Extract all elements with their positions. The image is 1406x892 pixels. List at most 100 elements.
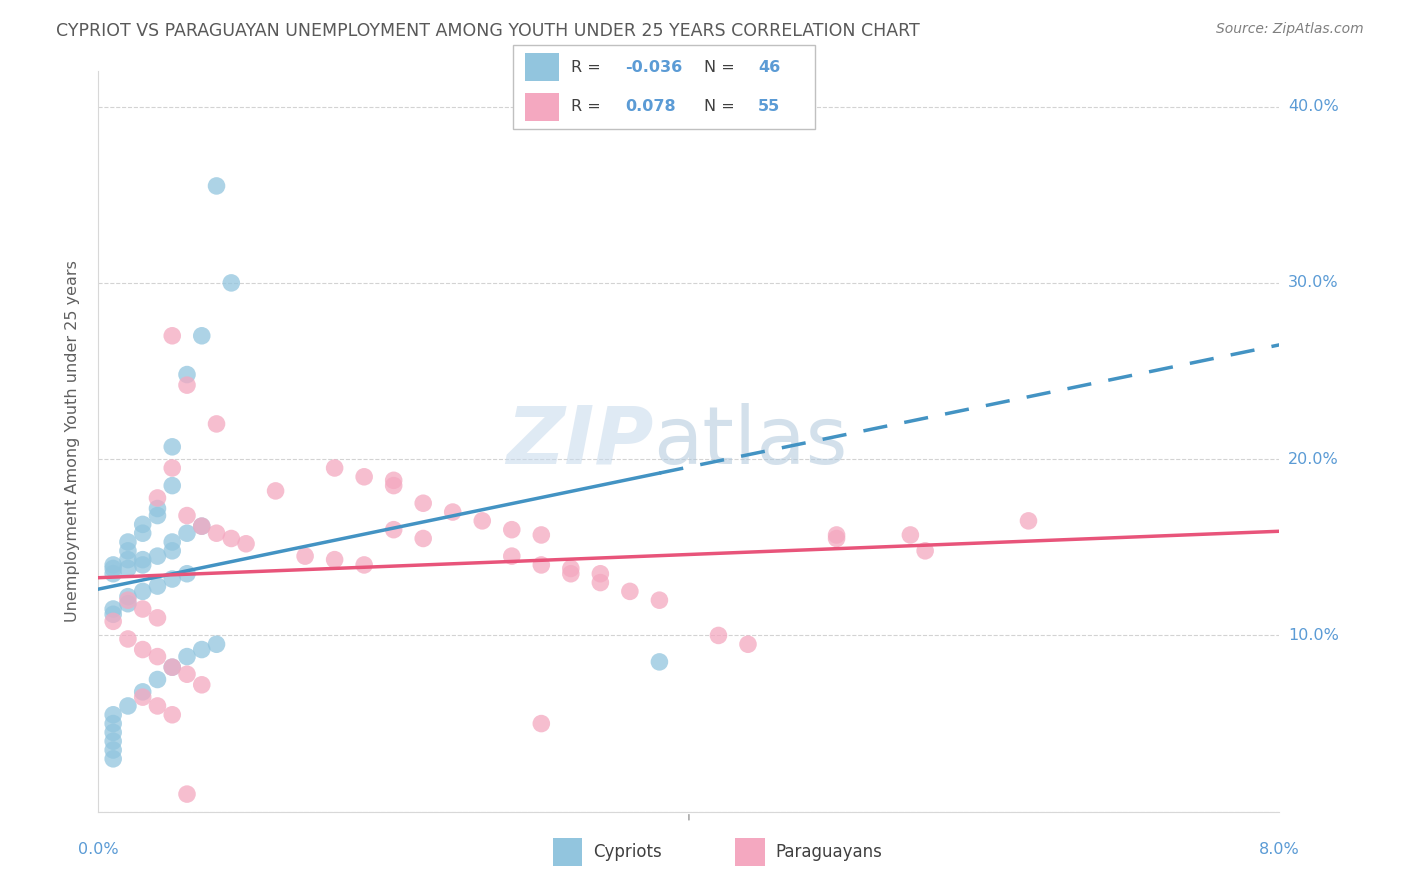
Point (353, 470, 375, 484)
Point (146, 649, 169, 664)
Point (162, 478, 183, 492)
Point (146, 549, 169, 563)
Point (103, 561, 125, 575)
Point (162, 660, 183, 674)
Point (589, 575, 612, 590)
Point (737, 637, 759, 651)
Text: N =: N = (703, 99, 740, 114)
Point (117, 552, 139, 566)
Point (117, 593, 139, 607)
Text: R =: R = (571, 99, 610, 114)
Point (132, 685, 155, 699)
Text: 0.0%: 0.0% (79, 842, 118, 857)
Text: -0.036: -0.036 (626, 60, 682, 75)
Point (825, 528, 848, 542)
Point (221, 532, 243, 546)
Text: 30.0%: 30.0% (1288, 276, 1339, 291)
Point (825, 532, 848, 546)
Point (103, 716, 125, 731)
Point (117, 632, 139, 646)
Point (117, 535, 139, 549)
Point (162, 535, 183, 549)
Point (560, 561, 582, 575)
Point (412, 532, 434, 546)
Text: 55: 55 (758, 99, 780, 114)
Point (900, 528, 922, 542)
Point (176, 667, 198, 681)
Point (353, 558, 375, 572)
Point (162, 328, 183, 343)
Point (191, 519, 214, 533)
Text: Paraguayans: Paraguayans (776, 843, 883, 861)
Point (132, 690, 155, 705)
Point (162, 707, 183, 722)
Point (132, 552, 155, 566)
Point (132, 584, 155, 599)
Point (648, 593, 671, 607)
FancyBboxPatch shape (526, 54, 558, 81)
Text: 10.0%: 10.0% (1288, 628, 1339, 643)
Point (117, 698, 139, 713)
Text: Cypriots: Cypriots (593, 843, 661, 861)
Point (146, 579, 169, 593)
Text: CYPRIOT VS PARAGUAYAN UNEMPLOYMENT AMONG YOUTH UNDER 25 YEARS CORRELATION CHART: CYPRIOT VS PARAGUAYAN UNEMPLOYMENT AMONG… (56, 22, 920, 40)
Point (914, 544, 936, 558)
Point (205, 417, 228, 431)
Point (162, 572, 183, 586)
Point (162, 544, 183, 558)
Text: 20.0%: 20.0% (1288, 451, 1339, 467)
Point (103, 607, 125, 622)
Point (103, 707, 125, 722)
Point (103, 602, 125, 616)
Point (176, 787, 198, 801)
Point (205, 178, 228, 193)
Point (132, 517, 155, 532)
Point (103, 615, 125, 629)
Text: N =: N = (703, 60, 740, 75)
Point (103, 566, 125, 581)
Point (191, 678, 214, 692)
Text: atlas: atlas (654, 402, 848, 481)
Point (176, 378, 198, 392)
Point (103, 743, 125, 757)
Point (117, 544, 139, 558)
Point (132, 558, 155, 572)
Point (501, 549, 523, 563)
Point (132, 642, 155, 657)
Point (648, 655, 671, 669)
Text: Source: ZipAtlas.com: Source: ZipAtlas.com (1216, 22, 1364, 37)
Point (146, 611, 169, 625)
Point (1018, 514, 1040, 528)
Point (530, 528, 553, 542)
Point (471, 514, 494, 528)
Point (441, 505, 464, 519)
FancyBboxPatch shape (526, 93, 558, 120)
Point (323, 552, 346, 566)
Point (103, 558, 125, 572)
Point (530, 716, 553, 731)
Point (117, 590, 139, 604)
Point (176, 508, 198, 523)
Point (103, 752, 125, 766)
Point (707, 628, 730, 642)
Point (235, 537, 257, 551)
Point (589, 566, 612, 581)
Point (162, 440, 183, 454)
Point (146, 673, 169, 687)
Point (560, 566, 582, 581)
Point (176, 566, 198, 581)
Bar (553, 838, 582, 866)
Point (103, 734, 125, 748)
Point (117, 597, 139, 611)
Point (264, 483, 287, 498)
Point (205, 637, 228, 651)
Bar (735, 838, 765, 866)
Point (146, 501, 169, 516)
Text: 0.078: 0.078 (626, 99, 676, 114)
Point (117, 561, 139, 575)
Point (530, 558, 553, 572)
Point (176, 526, 198, 541)
Point (176, 649, 198, 664)
Point (191, 642, 214, 657)
Point (382, 478, 405, 492)
